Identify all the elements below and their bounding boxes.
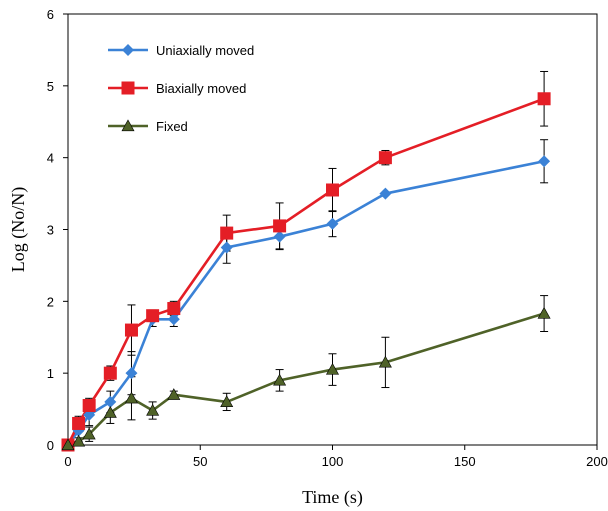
data-point xyxy=(61,438,75,451)
legend: Uniaxially moved Biaxially moved Fixed xyxy=(108,43,254,134)
y-tick-label: 1 xyxy=(47,366,54,381)
y-tick-label: 5 xyxy=(47,79,54,94)
data-point xyxy=(124,323,138,337)
data-point xyxy=(378,355,392,368)
y-tick-label: 3 xyxy=(47,223,54,238)
data-point xyxy=(220,226,234,240)
y-tick-label: 0 xyxy=(47,438,54,453)
y-tick-label: 6 xyxy=(47,7,54,22)
series-line xyxy=(67,312,545,447)
x-tick-label: 150 xyxy=(454,454,476,469)
data-point xyxy=(72,434,86,447)
data-point xyxy=(273,230,286,243)
data-point xyxy=(378,151,392,165)
y-axis-title: Log (No/N) xyxy=(8,187,29,272)
data-point xyxy=(379,187,392,200)
data-point xyxy=(273,373,287,386)
legend-label: Uniaxially moved xyxy=(156,43,254,58)
data-point xyxy=(82,398,96,412)
data-point xyxy=(146,403,160,416)
y-tick-label: 2 xyxy=(47,294,54,309)
data-point xyxy=(326,217,339,230)
data-point xyxy=(103,406,117,418)
data-point xyxy=(167,313,180,326)
data-point xyxy=(167,388,181,400)
y-tick-label: 4 xyxy=(47,151,54,166)
data-point xyxy=(72,416,86,430)
data-point xyxy=(125,367,138,380)
data-point xyxy=(273,219,287,233)
error-bars xyxy=(74,70,549,446)
data-point xyxy=(325,362,340,375)
legend-marker xyxy=(121,119,135,132)
data-point xyxy=(103,366,117,380)
data-point xyxy=(220,395,234,408)
legend-label: Fixed xyxy=(156,119,188,134)
x-axis-title: Time (s) xyxy=(302,487,363,508)
ticks: 0 50 100 150 200 0 1 2 3 4 5 6 xyxy=(47,7,608,469)
data-point xyxy=(124,391,138,404)
legend-marker xyxy=(122,44,134,56)
data-point xyxy=(538,155,551,168)
data-point xyxy=(326,183,339,197)
series-line xyxy=(66,97,545,446)
legend-label: Biaxially moved xyxy=(156,81,246,96)
data-point xyxy=(220,241,233,254)
series-markers xyxy=(61,92,551,452)
data-point xyxy=(537,92,551,106)
x-tick-label: 200 xyxy=(586,454,608,469)
series-lines xyxy=(66,97,545,447)
x-tick-label: 50 xyxy=(193,454,207,469)
data-point xyxy=(146,309,160,323)
legend-marker xyxy=(121,81,135,95)
data-point xyxy=(537,306,551,319)
data-point xyxy=(167,302,181,316)
x-tick-label: 100 xyxy=(322,454,344,469)
data-point xyxy=(104,395,117,408)
x-tick-label: 0 xyxy=(64,454,71,469)
data-point xyxy=(82,427,96,440)
